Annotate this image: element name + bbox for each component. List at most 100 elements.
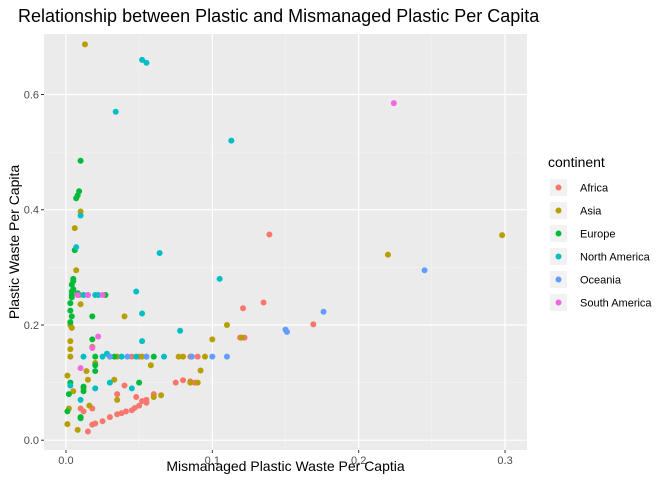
y-tick-label: 0.0 [24, 435, 39, 447]
point-south-america [84, 292, 91, 299]
point-africa [128, 353, 135, 360]
point-europe [89, 313, 96, 320]
point-oceania [223, 353, 230, 360]
legend-box [548, 176, 658, 316]
point-oceania [283, 328, 290, 335]
point-north-america [99, 353, 106, 360]
point-asia [64, 372, 71, 379]
point-europe [77, 157, 84, 164]
point-north-america [216, 275, 223, 282]
point-north-america [112, 108, 119, 115]
point-north-america [67, 382, 74, 389]
point-south-america [77, 365, 84, 372]
point-europe [68, 281, 75, 288]
y-tick-label: 0.6 [24, 89, 39, 101]
point-asia [70, 388, 77, 395]
point-north-america [139, 338, 146, 345]
point-europe [67, 307, 74, 314]
legend-label-oceania: Oceania [580, 275, 622, 287]
point-africa [106, 414, 113, 421]
legend-marker-north-america [555, 253, 562, 260]
point-africa [84, 428, 91, 435]
point-africa [121, 382, 128, 389]
point-europe [111, 353, 118, 360]
legend-label-europe: Europe [580, 229, 615, 241]
y-tick-label: 0.4 [24, 205, 39, 217]
point-asia [81, 41, 88, 48]
point-africa [266, 231, 273, 238]
point-north-america [77, 396, 84, 403]
point-oceania [209, 353, 216, 360]
point-north-america [161, 353, 168, 360]
point-asia [77, 301, 84, 308]
point-africa [194, 353, 201, 360]
point-north-america [143, 59, 150, 66]
point-europe [68, 313, 75, 320]
legend-marker-oceania [555, 276, 562, 283]
point-europe [89, 336, 96, 343]
x-tick-label: 0.0 [58, 455, 73, 467]
point-europe [73, 195, 80, 202]
x-axis: 0.0 0.1 0.2 0.3 [58, 450, 513, 467]
point-africa [172, 379, 179, 386]
point-asia [67, 353, 74, 360]
point-europe [67, 300, 74, 307]
point-africa [122, 408, 129, 415]
point-europe [92, 362, 99, 369]
point-north-america [80, 353, 87, 360]
grid-minor [44, 34, 527, 450]
point-asia [68, 324, 75, 331]
point-africa [131, 404, 138, 411]
point-asia [71, 225, 78, 232]
point-north-america [177, 327, 184, 334]
point-north-america [77, 212, 84, 219]
point-oceania [421, 267, 428, 274]
point-asia [180, 353, 187, 360]
point-asia [194, 379, 201, 386]
point-oceania [124, 353, 131, 360]
point-asia [187, 379, 194, 386]
legend-label-south-america: South America [580, 298, 652, 310]
point-africa [133, 393, 140, 400]
x-axis-label: Mismanaged Plastic Waste Per Captia [166, 458, 405, 474]
point-north-america [133, 353, 140, 360]
x-tick-label: 0.3 [497, 455, 512, 467]
x-tick-label: 0.1 [205, 455, 220, 467]
data-points [64, 41, 506, 435]
legend-label-asia: Asia [580, 206, 602, 218]
point-europe [92, 368, 99, 375]
legend-label-africa: Africa [580, 183, 609, 195]
point-oceania [143, 353, 150, 360]
y-axis: 0.0 0.2 0.4 0.6 [24, 89, 44, 447]
point-south-america [390, 100, 397, 107]
point-africa [143, 399, 150, 406]
legend: continent Africa Asia Europe North America O… [548, 154, 658, 316]
point-africa [180, 377, 187, 384]
point-asia [67, 338, 74, 345]
legend-marker-europe [555, 230, 562, 237]
grid-major [44, 34, 527, 450]
legend-label-north-america: North America [580, 252, 651, 264]
point-europe [150, 353, 157, 360]
point-asia [83, 368, 90, 375]
point-asia [150, 393, 157, 400]
point-asia [147, 362, 154, 369]
point-north-america [228, 137, 235, 144]
point-south-america [74, 292, 81, 299]
point-asia [111, 376, 118, 383]
point-north-america [73, 244, 80, 251]
point-europe [92, 353, 99, 360]
point-asia [384, 251, 391, 258]
legend-marker-africa [555, 184, 562, 191]
point-asia [209, 336, 216, 343]
point-asia [158, 392, 165, 399]
point-south-america [95, 333, 102, 340]
point-africa [99, 418, 106, 425]
point-south-america [89, 345, 96, 352]
point-asia [114, 396, 121, 403]
point-north-america [128, 385, 135, 392]
point-oceania [320, 308, 327, 315]
point-north-america [118, 353, 125, 360]
